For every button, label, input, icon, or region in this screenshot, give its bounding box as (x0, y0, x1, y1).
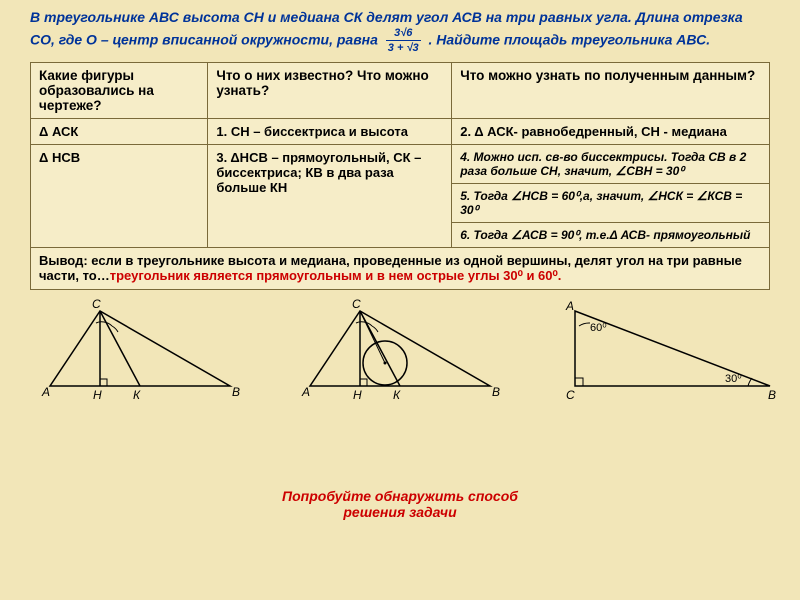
header-1: Какие фигуры образовались на чертеже? (31, 62, 208, 118)
lbl-C3: С (566, 388, 575, 402)
lbl-C2: С (352, 297, 361, 311)
frac-den: 3 + √3 (386, 41, 421, 55)
analysis-table: Какие фигуры образовались на чертеже? Чт… (30, 62, 770, 290)
lbl-K: К (133, 388, 141, 402)
angle-60: 60⁰ (590, 322, 607, 334)
concl-b: треугольник является прямоугольным и в н… (110, 268, 562, 283)
conclusion: Вывод: если в треугольнике высота и меди… (31, 247, 770, 289)
fraction: 3√6 3 + √3 (386, 26, 421, 56)
lbl-K2: К (393, 388, 401, 402)
problem-text-2: . Найдите площадь треугольника АВС. (429, 32, 711, 48)
lbl-A2: А (301, 385, 310, 399)
lbl-A3: А (565, 299, 574, 313)
problem-statement: В треугольнике АВС высота СН и медиана С… (30, 8, 770, 56)
header-3: Что можно узнать по полученным данным? (452, 62, 770, 118)
triangle-1: А В С Н К (30, 296, 250, 406)
frac-num: 3√6 (386, 26, 421, 41)
lbl-H2: Н (353, 388, 362, 402)
r1c3: 2. Δ АСК- равнобедренный, СН - медиана (452, 118, 770, 144)
diagrams-area: А В С Н К А В С Н К А С В 60⁰ 30⁰ (30, 296, 770, 406)
r2c2: 3. ΔНСВ – прямоугольный, СК – биссектрис… (208, 144, 452, 247)
r2c3a: 4. Можно исп. св-во биссектрисы. Тогда С… (452, 144, 770, 183)
lbl-B3: В (768, 388, 776, 402)
r1c1: Δ АСК (31, 118, 208, 144)
triangle-3: А С В 60⁰ 30⁰ (560, 296, 780, 406)
lbl-B: В (232, 385, 240, 399)
hint-text: Попробуйте обнаружить способ решения зад… (250, 488, 550, 520)
lbl-H: Н (93, 388, 102, 402)
angle-30: 30⁰ (725, 373, 742, 385)
triangle-2: А В С Н К (290, 296, 510, 406)
r1c2: 1. СН – биссектриса и высота (208, 118, 452, 144)
lbl-C: С (92, 297, 101, 311)
r2c1: Δ НСВ (31, 144, 208, 247)
header-2: Что о них известно? Что можно узнать? (208, 62, 452, 118)
r2c3b: 5. Тогда ∠НСВ = 60⁰,а, значит, ∠НСК = ∠К… (452, 183, 770, 222)
lbl-A: А (41, 385, 50, 399)
r2c3c: 6. Тогда ∠АСВ = 90⁰, т.е.Δ АСВ- прямоуго… (452, 222, 770, 247)
lbl-B2: В (492, 385, 500, 399)
